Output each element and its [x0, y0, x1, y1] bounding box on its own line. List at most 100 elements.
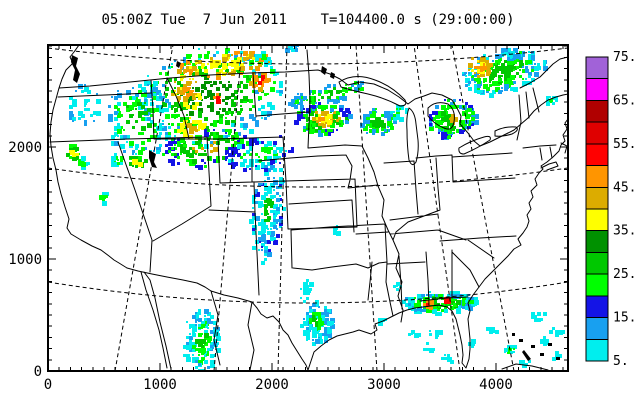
precip-cell: [183, 69, 187, 73]
precip-cell: [498, 84, 500, 86]
precip-cell: [474, 78, 477, 81]
precip-cell: [78, 159, 82, 163]
precip-cell: [264, 210, 268, 214]
precip-cell: [291, 46, 296, 47]
precip-cell: [210, 102, 214, 106]
precip-cell: [150, 150, 152, 152]
precip-cell: [315, 129, 318, 132]
precip-cell: [162, 126, 164, 128]
precip-cell: [81, 162, 86, 167]
precip-cell: [387, 111, 391, 115]
precip-cell: [312, 123, 316, 127]
precip-cell: [453, 303, 457, 307]
precip-cell: [273, 168, 277, 172]
precip-cell: [273, 150, 277, 154]
precip-cell: [411, 300, 415, 304]
precip-cell: [321, 96, 324, 99]
precip-cell: [300, 102, 303, 105]
precip-cell: [189, 81, 192, 84]
precip-cell: [312, 108, 315, 111]
precip-cell: [225, 54, 230, 59]
precip-cell: [192, 96, 196, 100]
precip-cell: [372, 129, 376, 133]
precip-cell: [480, 57, 485, 62]
precip-cell: [303, 108, 305, 110]
precip-cell: [318, 105, 322, 109]
precip-cell: [342, 87, 345, 90]
precip-cell: [252, 105, 255, 108]
precip-cell: [189, 78, 191, 80]
precip-cell: [261, 261, 265, 265]
precip-cell: [303, 96, 306, 99]
precip-cell: [489, 327, 494, 332]
precip-cell: [150, 108, 155, 113]
precip-cell: [192, 120, 196, 124]
precip-cell: [267, 252, 272, 257]
precip-cell: [279, 180, 283, 184]
precip-cell: [522, 54, 525, 57]
precip-cell: [177, 96, 181, 100]
precip-cell: [81, 114, 85, 118]
precip-cell: [279, 219, 283, 223]
precip-cell: [513, 81, 516, 84]
precip-cell: [423, 297, 426, 300]
precip-cell: [261, 75, 265, 79]
precip-cell: [489, 63, 493, 67]
precip-cell: [516, 54, 521, 59]
precip-cell: [168, 159, 172, 163]
precip-cell: [117, 114, 121, 118]
precip-cell: [192, 105, 197, 110]
precip-cell: [267, 141, 272, 146]
precip-cell: [204, 351, 206, 353]
precip-cell: [369, 123, 374, 128]
precip-cell: [381, 318, 385, 322]
precip-cell: [453, 117, 457, 121]
precip-cell: [264, 63, 268, 67]
precip-cell: [504, 348, 508, 352]
precip-cell: [177, 90, 181, 94]
precip-cell: [264, 252, 268, 256]
precip-cell: [81, 90, 84, 93]
precip-cell: [330, 99, 333, 102]
precip-cell: [261, 54, 266, 59]
precip-cell: [300, 108, 303, 111]
precip-cell: [339, 105, 344, 110]
precip-cell: [186, 114, 188, 116]
precip-cell: [69, 117, 72, 120]
precip-cell: [252, 198, 255, 201]
precip-cell: [444, 309, 448, 313]
precip-cell: [477, 90, 481, 94]
precip-cell: [468, 306, 473, 311]
precip-cell: [213, 81, 217, 85]
precip-cell: [162, 102, 167, 107]
precip-cell: [207, 90, 212, 95]
precip-cell: [210, 123, 213, 126]
precip-cell: [111, 156, 116, 161]
precip-cell: [192, 93, 195, 96]
precip-cell: [81, 165, 86, 170]
precip-cell: [210, 108, 214, 112]
precip-cell: [198, 348, 203, 353]
precip-cell: [192, 357, 195, 360]
precip-cell: [372, 126, 375, 129]
precip-cell: [102, 201, 107, 206]
precip-cell: [186, 342, 189, 345]
precip-cell: [234, 57, 238, 61]
precip-cell: [147, 93, 152, 98]
precip-cell: [264, 213, 267, 216]
precip-cell: [192, 327, 194, 329]
precip-cell: [261, 51, 266, 56]
precip-cell: [210, 321, 213, 324]
precip-cell: [126, 108, 130, 112]
precip-cell: [309, 324, 312, 327]
precip-cell: [180, 147, 183, 150]
precip-cell: [192, 330, 195, 333]
precip-cell: [252, 225, 257, 230]
precip-cell: [312, 303, 316, 307]
precip-cell: [270, 159, 275, 164]
precip-cell: [306, 318, 309, 321]
precip-cell: [144, 108, 147, 111]
precip-cell: [216, 135, 221, 140]
precip-cell: [225, 129, 228, 132]
precip-cell: [525, 60, 527, 62]
